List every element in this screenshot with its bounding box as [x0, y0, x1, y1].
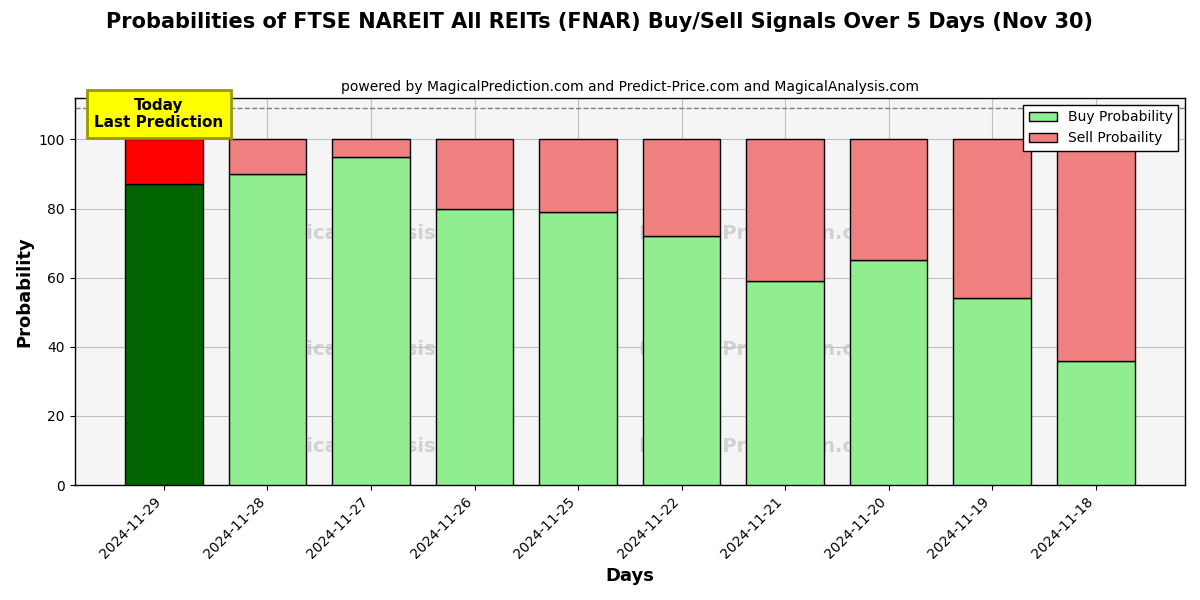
Bar: [643, 236, 720, 485]
Text: MagicalAnalysis.com: MagicalAnalysis.com: [260, 437, 488, 456]
Text: Probabilities of FTSE NAREIT All REITs (FNAR) Buy/Sell Signals Over 5 Days (Nov : Probabilities of FTSE NAREIT All REITs (…: [107, 12, 1093, 32]
Bar: [746, 281, 824, 485]
Bar: [953, 298, 1031, 485]
Bar: [643, 139, 720, 236]
Bar: [953, 139, 1031, 298]
Y-axis label: Probability: Probability: [16, 236, 34, 347]
X-axis label: Days: Days: [605, 567, 654, 585]
Bar: [1057, 361, 1134, 485]
Bar: [332, 157, 410, 485]
Bar: [125, 139, 203, 184]
Bar: [850, 139, 928, 260]
Text: Today
Last Prediction: Today Last Prediction: [94, 98, 223, 130]
Text: MagicalPrediction.com: MagicalPrediction.com: [638, 437, 888, 456]
Bar: [539, 212, 617, 485]
Text: MagicalAnalysis.com: MagicalAnalysis.com: [260, 340, 488, 359]
Bar: [746, 139, 824, 281]
Bar: [850, 260, 928, 485]
Bar: [229, 174, 306, 485]
Bar: [332, 139, 410, 157]
Bar: [229, 139, 306, 174]
Bar: [125, 184, 203, 485]
Bar: [436, 139, 514, 209]
Text: MagicalAnalysis.com: MagicalAnalysis.com: [260, 224, 488, 243]
Title: powered by MagicalPrediction.com and Predict-Price.com and MagicalAnalysis.com: powered by MagicalPrediction.com and Pre…: [341, 80, 919, 94]
Text: MagicalPrediction.com: MagicalPrediction.com: [638, 224, 888, 243]
Bar: [1057, 139, 1134, 361]
Bar: [539, 139, 617, 212]
Legend: Buy Probability, Sell Probaility: Buy Probability, Sell Probaility: [1024, 105, 1178, 151]
Text: MagicalPrediction.com: MagicalPrediction.com: [638, 340, 888, 359]
Bar: [436, 209, 514, 485]
